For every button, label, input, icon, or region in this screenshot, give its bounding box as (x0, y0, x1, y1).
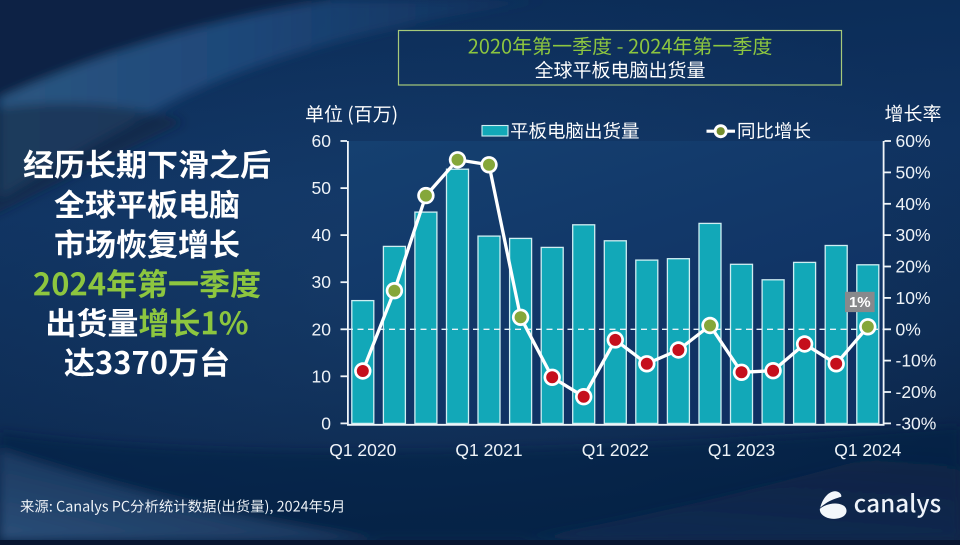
svg-text:10%: 10% (896, 288, 931, 308)
svg-text:50: 50 (312, 178, 332, 198)
svg-text:20: 20 (312, 319, 332, 339)
svg-text:Q1 2021: Q1 2021 (455, 440, 522, 460)
svg-text:50%: 50% (896, 162, 931, 182)
svg-text:40: 40 (312, 225, 332, 245)
svg-text:0%: 0% (896, 319, 921, 339)
svg-text:1%: 1% (849, 294, 871, 311)
svg-text:30%: 30% (896, 225, 931, 245)
svg-text:Q1 2020: Q1 2020 (329, 440, 396, 460)
svg-text:60: 60 (312, 131, 332, 151)
svg-text:-30%: -30% (896, 413, 937, 433)
svg-text:Q1 2024: Q1 2024 (834, 440, 901, 460)
svg-text:Q1 2022: Q1 2022 (582, 440, 649, 460)
svg-text:30: 30 (312, 272, 332, 292)
svg-text:40%: 40% (896, 194, 931, 214)
svg-text:10: 10 (312, 366, 332, 386)
svg-text:60%: 60% (896, 131, 931, 151)
svg-text:20%: 20% (896, 257, 931, 277)
svg-text:-20%: -20% (896, 382, 937, 402)
svg-text:-10%: -10% (896, 351, 937, 371)
svg-text:Q1 2023: Q1 2023 (708, 440, 775, 460)
svg-text:0: 0 (321, 413, 331, 433)
